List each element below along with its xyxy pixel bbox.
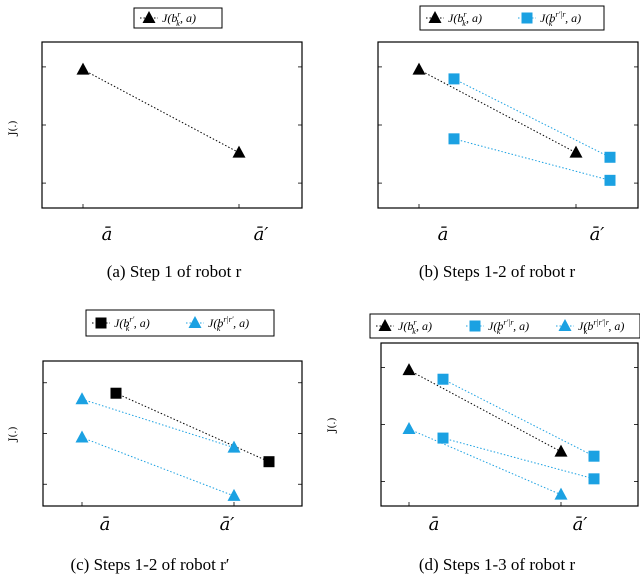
series-line <box>453 78 611 158</box>
chart-panel: ā ā′ (b) Steps 1-2 of robot r J(br k, a) J(br… <box>377 5 639 281</box>
series-line <box>81 437 235 497</box>
x-tick-label: ā′ <box>220 514 235 535</box>
data-point-triangle <box>569 145 583 158</box>
data-point-square <box>604 174 616 186</box>
series-line <box>442 437 595 480</box>
data-point-square <box>437 373 449 385</box>
data-point-triangle <box>412 62 426 75</box>
y-axis-label: J(.) <box>8 426 19 442</box>
data-point-square <box>448 73 460 85</box>
y-axis-label: J(.) <box>8 120 19 136</box>
x-tick-label: ā′ <box>590 224 605 245</box>
legend-label: J(br|r′ k, a) <box>208 315 249 333</box>
legend-marker <box>558 319 572 331</box>
x-tick-label: ā <box>102 224 113 245</box>
series-line <box>453 138 611 181</box>
data-point-triangle <box>75 430 89 443</box>
x-tick-label: ā <box>429 514 440 535</box>
series-line <box>81 398 235 449</box>
series-line <box>82 69 240 154</box>
data-point-square <box>588 473 600 485</box>
data-point-triangle <box>554 444 568 457</box>
data-point-triangle <box>227 440 241 453</box>
legend-marker <box>95 317 107 329</box>
data-point-triangle <box>402 363 416 376</box>
data-point-square <box>604 151 616 163</box>
legend-label: J(br′|r k, a) <box>540 10 581 28</box>
legend-marker <box>428 11 442 23</box>
y-axis-label: J(.) <box>327 417 338 433</box>
series-line <box>115 392 270 463</box>
panel-caption: (c) Steps 1-2 of robot r′ <box>70 555 229 574</box>
legend-marker <box>469 320 481 332</box>
legend-marker <box>142 11 156 23</box>
chart-panel: J(.) ā ā′ (c) Steps 1-2 of robot r′ J(br′ k, … <box>8 309 303 574</box>
data-point-triangle <box>554 487 568 500</box>
data-point-square <box>448 133 460 145</box>
legend-marker <box>521 12 533 24</box>
panel-caption: (d) Steps 1-3 of robot r <box>419 555 576 574</box>
panel-caption: (b) Steps 1-2 of robot r <box>419 262 576 281</box>
legend-label: J(br′ k, a) <box>114 315 150 333</box>
data-point-triangle <box>227 488 241 501</box>
data-point-square <box>437 432 449 444</box>
legend-label: J(br′|r k, a) <box>488 318 529 336</box>
panel-caption: (a) Step 1 of robot r <box>107 262 242 281</box>
legend-marker <box>378 319 392 331</box>
legend-marker <box>188 316 202 328</box>
series-line <box>442 378 595 457</box>
legend-label: J(br k, a) <box>162 10 196 28</box>
legend-label: J(br k, a) <box>398 318 432 336</box>
legend-label: J(br|r′|r k, a) <box>578 318 624 336</box>
chart-panel: J(.) ā ā′ (d) Steps 1-3 of robot r J(br k, a)… <box>327 313 640 574</box>
series-line <box>408 369 562 453</box>
legend <box>369 313 640 339</box>
data-point-triangle <box>232 145 246 158</box>
series-line <box>408 428 562 496</box>
data-point-triangle <box>402 422 416 435</box>
series-line <box>418 69 577 154</box>
data-point-triangle <box>76 62 90 75</box>
data-point-square <box>263 456 275 468</box>
x-tick-label: ā <box>100 514 111 535</box>
x-tick-label: ā′ <box>573 514 588 535</box>
x-tick-label: ā <box>438 224 449 245</box>
x-tick-label: ā′ <box>254 224 269 245</box>
legend <box>419 5 605 31</box>
chart-panel: J(.) ā ā′ (a) Step 1 of robot r J(br k, a) <box>8 7 303 281</box>
data-point-square <box>110 387 122 399</box>
data-point-square <box>588 450 600 462</box>
data-point-triangle <box>75 392 89 405</box>
legend <box>133 7 223 29</box>
legend <box>85 309 275 337</box>
legend-label: J(br k, a) <box>448 10 482 28</box>
